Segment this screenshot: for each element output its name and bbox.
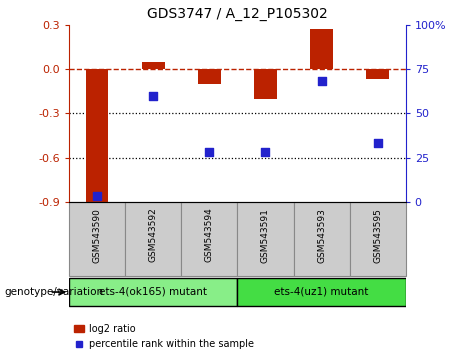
Bar (237, 278, 406, 306)
Point (318, 79, 325, 84)
Bar (125, 202, 181, 276)
Text: GSM543593: GSM543593 (317, 208, 326, 263)
Bar (294, 202, 349, 276)
Bar (142, 62, 165, 69)
Text: GSM543591: GSM543591 (261, 208, 270, 263)
Bar (69, 202, 125, 276)
Point (149, 93, 157, 98)
Legend: log2 ratio, percentile rank within the sample: log2 ratio, percentile rank within the s… (74, 324, 254, 349)
Text: GSM543592: GSM543592 (149, 208, 158, 262)
Point (262, 149, 269, 155)
Bar (366, 69, 389, 79)
Point (374, 141, 381, 146)
Point (206, 149, 213, 155)
Point (94, 194, 101, 199)
Bar (86, 69, 108, 205)
Bar (237, 202, 294, 276)
Title: GDS3747 / A_12_P105302: GDS3747 / A_12_P105302 (147, 7, 328, 21)
Bar (181, 202, 237, 276)
Text: genotype/variation: genotype/variation (5, 287, 104, 297)
Bar (310, 29, 333, 69)
Bar (198, 69, 220, 84)
Text: GSM543595: GSM543595 (373, 208, 382, 263)
Text: ets-4(ok165) mutant: ets-4(ok165) mutant (99, 286, 207, 296)
Bar (254, 69, 277, 98)
Text: ets-4(uz1) mutant: ets-4(uz1) mutant (274, 286, 369, 296)
Bar (69, 278, 237, 306)
Bar (349, 202, 406, 276)
Text: GSM543594: GSM543594 (205, 208, 214, 262)
Text: GSM543590: GSM543590 (93, 208, 102, 263)
